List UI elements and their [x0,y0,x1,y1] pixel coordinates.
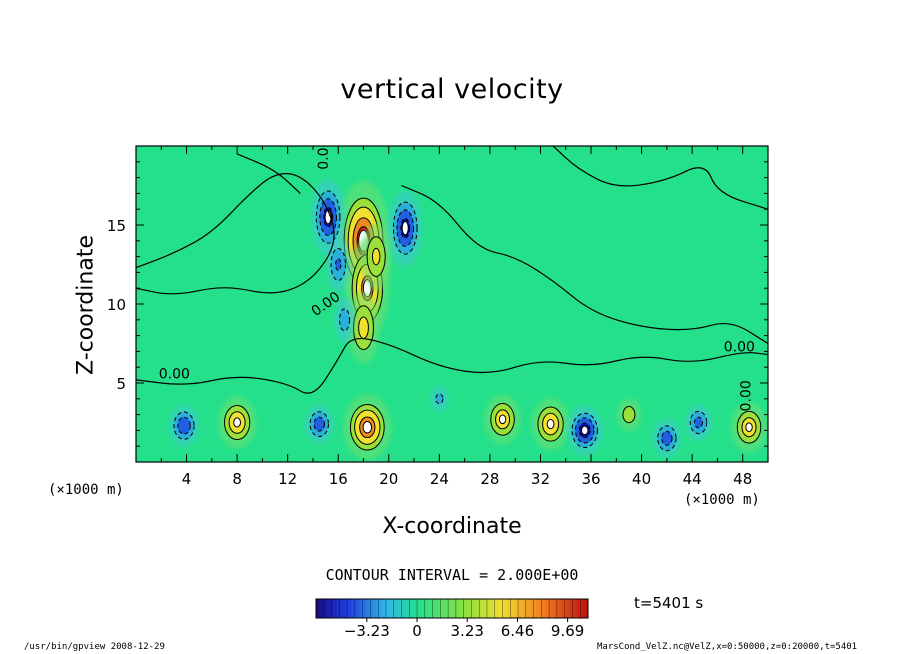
velocity-cell [217,396,257,449]
colorbar [315,598,589,619]
velocity-cell [168,405,200,447]
velocity-cell [685,404,712,441]
zero-contour [552,146,768,210]
x-tick-label: 16 [329,470,348,488]
colorbar-tick-label: 0 [412,622,422,640]
contour-value-label: 0.00 [738,380,754,411]
velocity-cell [347,291,380,364]
time-label: t=5401 s [634,594,704,612]
cell-peak [498,414,507,425]
velocity-cell [430,386,449,412]
cell-level [358,316,369,339]
cell-level [177,416,191,435]
cell-level [435,393,444,405]
cell-peak [401,220,409,236]
cell-level [693,416,703,429]
velocity-cell [531,398,570,451]
x-tick-label: 48 [733,470,752,488]
colorbar-tick-label: 6.46 [501,622,534,640]
y-tick-label: 5 [116,375,126,393]
cell-level [339,308,351,332]
velocity-cell [325,237,351,292]
velocity-cell [652,419,682,458]
chart-title: vertical velocity [340,74,564,105]
x-tick-label: 8 [232,470,242,488]
x-tick-label: 36 [581,470,600,488]
cell-peak [362,420,373,434]
velocity-cell [305,404,334,444]
contour-value-label: 0.00 [724,339,755,355]
velocity-cell [730,402,768,452]
contour-lines: 0.000.000.000.000.00 [136,139,768,411]
x-axis-ticks: 4 8 12 16 20 24 28 32 36 40 44 48 [160,146,752,488]
cell-level [371,247,381,266]
footer-right: MarsCond_VelZ.nc@VelZ,x=0:50000,z=0:2000… [597,642,858,652]
contour-interval-label: CONTOUR INTERVAL = 2.000E+00 [325,566,579,584]
x-tick-label: 20 [379,470,398,488]
colorbar-tick-label: 9.69 [551,622,584,640]
x-tick-label: 32 [531,470,550,488]
cell-peak [745,422,753,433]
x-tick-label: 4 [182,470,192,488]
contour-value-label: 0.00 [159,366,190,382]
velocity-cell [566,405,603,456]
colorbar-tick-label: 3.23 [451,622,484,640]
cell-level [313,416,325,432]
x-axis-label: X-coordinate [382,514,522,539]
cell-level [335,258,342,271]
zero-contour [236,153,301,194]
x-tick-label: 24 [430,470,449,488]
velocity-cell [616,398,642,432]
y-tick-label: 15 [107,217,126,235]
velocity-cell [484,394,521,444]
colorbar-tick-label: −3.23 [344,622,390,640]
cell-peak [546,419,555,430]
cell-level [661,430,673,446]
y-axis-ticks: 5 10 15 [107,161,768,447]
zero-contour [136,337,768,394]
x-tick-label: 12 [278,470,297,488]
cell-level [622,406,636,424]
y-axis-unit: (×1000 m) [48,482,124,498]
cell-peak [233,417,242,428]
x-tick-label: 28 [480,470,499,488]
velocity-cell [334,297,355,343]
x-tick-label: 44 [683,470,702,488]
zero-contour [136,173,335,295]
footer-left: /usr/bin/gpview 2008-12-29 [24,642,165,652]
velocity-cell [360,223,392,291]
x-tick-label: 40 [632,470,651,488]
velocity-field [136,146,768,462]
y-tick-label: 10 [107,296,126,314]
x-axis-unit: (×1000 m) [684,492,760,508]
velocity-cell [343,394,392,460]
contour-value-label: 0.00 [316,139,332,170]
cell-peak [581,425,589,436]
velocity-cell [387,190,423,267]
colorbar-ticks: −3.23 0 3.23 6.46 9.69 [323,599,584,640]
zero-contour [401,184,768,345]
